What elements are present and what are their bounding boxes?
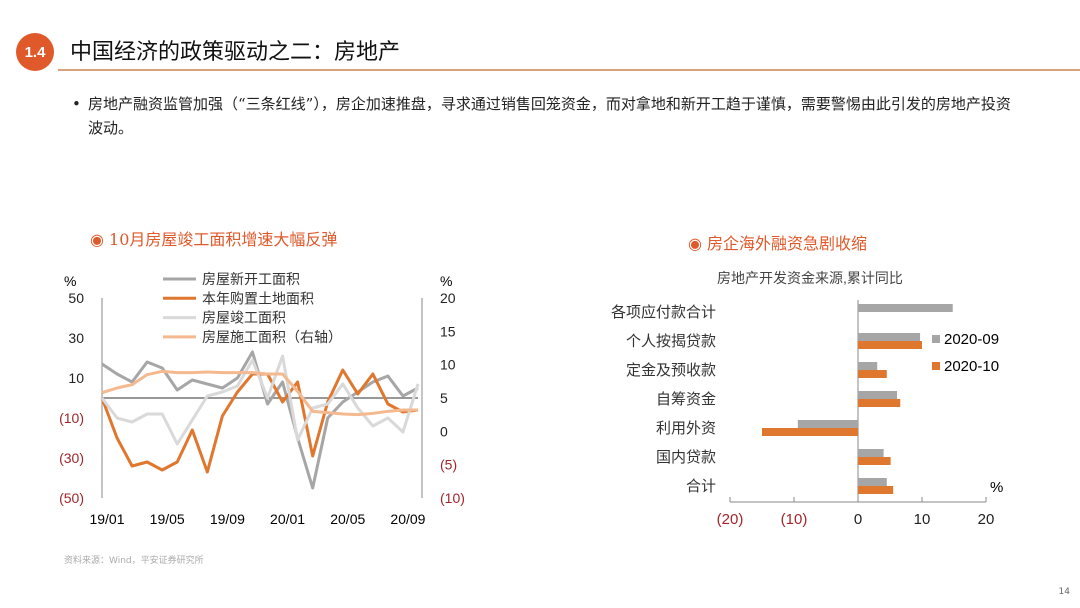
left-tick-label: (30) (59, 450, 84, 466)
left-tick-label: (10) (59, 410, 84, 426)
right-tick-label: 20 (440, 290, 456, 306)
x-tick-label: 10 (914, 511, 931, 528)
bullet-text: 房地产融资监管加强（“三条红线”），房企加速推盘，寻求通过销售回笼资金，而对拿地… (88, 95, 1011, 137)
title-divider (58, 69, 1080, 71)
right-panel-title-text: 房企海外融资急剧收缩 (707, 234, 868, 253)
left-tick-label: 10 (68, 370, 84, 386)
left-panel-title: ◉ 10月房屋竣工面积增速大幅反弹 (90, 230, 338, 249)
legend-label: 2020-10 (944, 358, 999, 375)
bar-2020-09 (858, 449, 884, 457)
bar-2020-10 (858, 370, 887, 378)
legend-label: 本年购置土地面积 (202, 290, 314, 306)
unit-label: % (990, 479, 1003, 496)
left-tick-label: 50 (68, 290, 84, 306)
x-tick-label: 19/05 (150, 511, 185, 527)
x-tick-label: 20/01 (270, 511, 305, 527)
bar-2020-10 (858, 457, 891, 465)
right-tick-label: 10 (440, 357, 456, 373)
bar-2020-09 (797, 420, 858, 428)
x-tick-label: 19/01 (89, 511, 124, 527)
bar-2020-10 (858, 486, 894, 494)
left-tick-label: 30 (68, 330, 84, 346)
right-panel-title: ◉ 房企海外融资急剧收缩 (688, 234, 868, 253)
category-label: 个人按揭贷款 (626, 333, 716, 350)
legend-swatch (932, 335, 940, 343)
bullet-dot: • (72, 95, 81, 113)
page-title: 中国经济的政策驱动之二：房地产 (70, 40, 401, 65)
series-line-4 (101, 369, 418, 417)
line-chart: % %503010(10)(30)(50)20151050(5)(10)19/01… (59, 271, 465, 527)
category-label: 国内贷款 (656, 449, 716, 466)
page-number: 14 (1058, 587, 1070, 597)
legend-label: 房屋施工面积（右轴） (202, 329, 342, 345)
x-tick-label: (10) (781, 511, 808, 528)
right-tick-label: 0 (440, 423, 448, 439)
legend-swatch (932, 362, 940, 370)
source-note: 资料来源：Wind，平安证券研究所 (64, 556, 204, 566)
bar-2020-09 (858, 304, 953, 312)
x-tick-label: 0 (854, 511, 862, 528)
category-label: 利用外资 (656, 420, 716, 437)
right-tick-label: 15 (440, 323, 456, 339)
category-label: 定金及预收款 (626, 362, 716, 379)
x-tick-label: 19/09 (210, 511, 245, 527)
series-line-3 (100, 354, 420, 446)
right-unit: % (440, 273, 452, 289)
chart-title: 房地产开发资金来源,累计同比 (717, 270, 903, 286)
left-panel-title-text: 10月房屋竣工面积增速大幅反弹 (109, 230, 338, 249)
left-tick-label: (50) (59, 490, 84, 506)
bar-2020-10 (858, 399, 901, 407)
bar-2020-10 (858, 341, 922, 349)
section-badge: 1.4 (16, 33, 54, 71)
bar-chart: 房地产开发资金来源,累计同比 (20) (10) 0 10 20% 各项应付款合计个人按揭贷… (611, 270, 1003, 528)
x-tick-label: 20 (978, 511, 995, 528)
right-tick-label: (5) (440, 457, 457, 473)
category-label: 合计 (686, 478, 716, 495)
left-unit: % (64, 273, 76, 289)
right-tick-label: 5 (440, 390, 448, 406)
bar-2020-09 (858, 333, 921, 341)
legend-label: 房屋竣工面积 (202, 310, 286, 326)
legend-label: 2020-09 (944, 331, 999, 348)
x-tick-label: (20) (717, 511, 744, 528)
bar-2020-09 (858, 391, 898, 399)
bar-2020-09 (858, 362, 878, 370)
bullet-point: • 房地产融资监管加强（“三条红线”），房企加速推盘，寻求通过销售回笼资金，而对拿… (72, 92, 1022, 140)
bar-2020-10 (762, 428, 858, 436)
x-tick-label: 20/09 (390, 511, 425, 527)
bar-2020-09 (858, 478, 887, 486)
legend-label: 房屋新开工面积 (202, 271, 300, 287)
right-tick-label: (10) (440, 490, 465, 506)
x-tick-label: 20/05 (330, 511, 365, 527)
category-label: 自筹资金 (656, 391, 716, 408)
category-label: 各项应付款合计 (611, 303, 716, 321)
